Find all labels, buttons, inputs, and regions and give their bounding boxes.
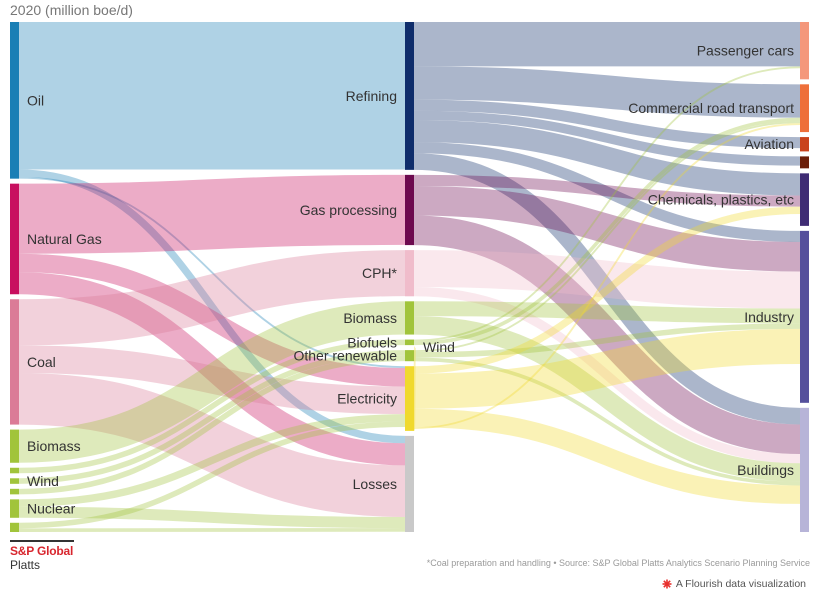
link-cph-buildings[interactable] (413, 287, 801, 464)
node-solar[interactable] (10, 488, 19, 495)
flourish-credit[interactable]: A Flourish data visualization (662, 578, 806, 590)
logo-platts: Platts (10, 558, 41, 572)
link-oil-losses[interactable] (18, 169, 406, 444)
link-refining-chemicals[interactable] (413, 119, 801, 196)
node-label-biomass_conv: Biomass (343, 310, 397, 326)
link-electricity-chemicals[interactable] (413, 206, 801, 374)
link-layer (18, 21, 801, 533)
node-label-commroad: Commercial road transport (628, 100, 794, 116)
link-refining-commroad[interactable] (413, 66, 801, 118)
link-hydro-biofuels[interactable] (18, 339, 406, 474)
node-aviation2[interactable] (800, 156, 809, 169)
node-label-otherren: Other renewable (293, 348, 397, 364)
link-electricity-commroad[interactable] (413, 123, 801, 430)
link-otherren-commroad[interactable] (413, 121, 801, 352)
sankey-diagram[interactable]: Oil Natural Gas Coal Biomass Wind Nuclear Refi… (0, 0, 816, 540)
node-losses[interactable] (405, 435, 414, 532)
flourish-ray (666, 580, 671, 585)
node-biomass_src[interactable] (10, 429, 19, 463)
link-nuclear-electricity[interactable] (18, 414, 406, 507)
node-label-electricity: Electricity (337, 391, 397, 407)
node-label-losses: Losses (353, 476, 397, 492)
node-label-buildings: Buildings (737, 462, 794, 478)
link-coal-losses[interactable] (18, 372, 406, 517)
node-coal[interactable] (10, 299, 19, 425)
link-coal-cph[interactable] (18, 250, 406, 346)
node-label-refining: Refining (346, 88, 397, 104)
link-otherren-buildings[interactable] (413, 357, 801, 486)
link-electricity-industry[interactable] (413, 328, 801, 409)
flourish-icon (662, 579, 672, 589)
link-refining-industry[interactable] (413, 142, 801, 242)
link-nuclear-losses[interactable] (18, 506, 406, 529)
link-gasproc-industry[interactable] (413, 185, 801, 272)
node-pcars[interactable] (800, 22, 809, 80)
link-electricity-wind_mid[interactable] (413, 346, 416, 431)
node-aviation[interactable] (800, 137, 809, 152)
node-nuclear[interactable] (10, 499, 19, 518)
link-electricity-buildings[interactable] (413, 408, 801, 504)
link-wind_src-otherren[interactable] (18, 350, 406, 484)
link-geo-electricity[interactable] (18, 421, 406, 529)
node-biofuels[interactable] (405, 339, 414, 346)
node-otherren[interactable] (405, 350, 414, 362)
node-label-oil: Oil (27, 92, 44, 108)
node-label-wind_src: Wind (27, 473, 59, 489)
node-label-aviation: Aviation (744, 136, 794, 152)
node-label-biofuels: Biofuels (347, 334, 397, 350)
link-gasproc-buildings[interactable] (413, 215, 801, 455)
node-layer: Oil Natural Gas Coal Biomass Wind Nuclear Refi… (10, 22, 809, 532)
node-biomass_conv[interactable] (405, 301, 414, 335)
link-refining-aviation[interactable] (413, 99, 801, 149)
link-coal-electricity[interactable] (18, 345, 406, 415)
node-gas[interactable] (10, 183, 19, 295)
brand-logo: S&P Global Platts (10, 540, 74, 572)
node-hydro[interactable] (10, 467, 19, 474)
link-gas-electricity[interactable] (18, 253, 406, 387)
node-industry[interactable] (800, 230, 809, 403)
node-label-cph: CPH* (362, 265, 398, 281)
chart-subtitle: 2020 (million boe/d) (10, 2, 133, 18)
link-biomass_conv-industry[interactable] (413, 301, 801, 324)
node-label-gas: Natural Gas (27, 231, 102, 247)
node-commroad[interactable] (800, 84, 809, 133)
logo-sp-global: S&P Global (10, 544, 74, 558)
link-gas-gasproc[interactable] (18, 174, 406, 254)
link-biomass_src-biomass_conv[interactable] (18, 301, 406, 463)
source-note: *Coal preparation and handling • Source:… (426, 558, 810, 568)
node-label-gasproc: Gas processing (300, 202, 397, 218)
flourish-label: A Flourish data visualization (675, 578, 806, 590)
node-chemicals[interactable] (800, 173, 809, 226)
link-cph-industry[interactable] (413, 250, 801, 309)
node-gasproc[interactable] (405, 174, 414, 246)
link-refining-aviation2[interactable] (413, 110, 801, 166)
link-refining-buildings[interactable] (413, 153, 801, 425)
link-oil-electricity[interactable] (18, 176, 406, 369)
link-otherren-industry[interactable] (413, 323, 801, 358)
node-geo[interactable] (10, 522, 19, 532)
node-label-biomass_src: Biomass (27, 438, 81, 454)
node-label-wind_mid: Wind (423, 339, 455, 355)
node-electricity[interactable] (405, 366, 414, 431)
link-biomass_conv-buildings[interactable] (413, 316, 801, 482)
node-wind_src[interactable] (10, 478, 19, 484)
node-label-industry: Industry (744, 309, 794, 325)
logo-rule (10, 540, 74, 542)
node-refining[interactable] (405, 22, 414, 170)
node-label-chemicals: Chemicals, plastics, etc (648, 192, 794, 208)
node-label-nuclear: Nuclear (27, 501, 76, 517)
node-oil[interactable] (10, 22, 19, 179)
link-biofuels-commroad[interactable] (413, 117, 801, 346)
node-label-coal: Coal (27, 354, 56, 370)
link-biofuels-pcars[interactable] (413, 66, 801, 342)
link-gas-losses[interactable] (18, 272, 406, 466)
node-cph[interactable] (405, 250, 414, 297)
link-gasproc-chemicals[interactable] (413, 174, 801, 207)
node-label-pcars: Passenger cars (697, 43, 794, 59)
node-buildings[interactable] (800, 407, 809, 532)
link-solar-otherren[interactable] (18, 355, 406, 495)
